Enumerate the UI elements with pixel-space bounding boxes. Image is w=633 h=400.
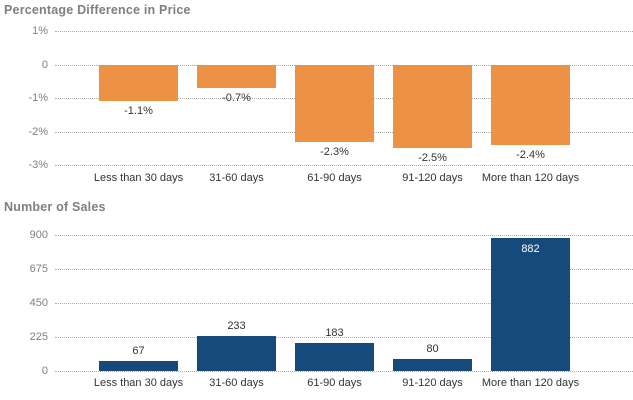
bar-61-90-days[interactable] <box>295 343 374 371</box>
y-tick-label: 1% <box>32 25 48 37</box>
bar-91-120-days[interactable] <box>393 64 472 149</box>
gridline <box>55 337 633 338</box>
bar-less-than-30-days[interactable] <box>99 64 178 102</box>
gridline <box>55 235 633 236</box>
bar-31-60-days[interactable] <box>197 335 276 371</box>
x-axis-label: 31-60 days <box>209 377 264 389</box>
x-axis-label: 91-120 days <box>402 172 463 184</box>
y-tick-label: 225 <box>29 331 48 343</box>
x-axis-label: 91-120 days <box>402 377 463 389</box>
bar-less-than-30-days[interactable] <box>99 360 178 371</box>
x-axis-label: More than 120 days <box>481 377 580 389</box>
y-tick-label: -3% <box>28 159 48 171</box>
x-axis-label: 61-90 days <box>307 377 362 389</box>
bar-more-than-120-days[interactable] <box>491 237 570 371</box>
gridline <box>55 269 633 270</box>
bar-value-label: -2.4% <box>516 148 545 161</box>
gridline <box>55 371 633 372</box>
bar-value-label: 67 <box>132 344 145 357</box>
bar-value-label: -2.3% <box>320 145 349 158</box>
price-chart-title: Percentage Difference in Price <box>4 3 191 17</box>
y-tick-label: -2% <box>28 125 48 138</box>
bar-value-label: -0.7% <box>222 91 251 104</box>
sales-chart-title: Number of Sales <box>4 200 106 214</box>
x-axis-label: 31-60 days <box>209 172 264 184</box>
x-axis-label: More than 120 days <box>481 172 580 184</box>
x-axis-label: 61-90 days <box>307 172 362 184</box>
bar-91-120-days[interactable] <box>393 358 472 371</box>
y-tick-label: 675 <box>29 263 48 275</box>
gridline <box>55 31 633 32</box>
y-tick-label: 0 <box>41 365 48 377</box>
bar-31-60-days[interactable] <box>197 64 276 88</box>
y-tick-label: 0 <box>41 58 48 71</box>
bar-61-90-days[interactable] <box>295 64 374 142</box>
x-axis-label: Less than 30 days <box>93 377 184 389</box>
bar-value-label: 882 <box>521 242 540 255</box>
gridline <box>55 303 633 304</box>
bar-value-label: -1.1% <box>124 105 153 118</box>
y-tick-label: 900 <box>29 229 48 241</box>
bar-value-label: 80 <box>426 342 439 355</box>
y-tick-label: -1% <box>28 92 48 104</box>
x-axis-label: Less than 30 days <box>93 172 184 184</box>
gridline <box>55 165 633 166</box>
y-tick-label: 450 <box>29 297 48 309</box>
bar-value-label: -2.5% <box>418 152 447 165</box>
bar-more-than-120-days[interactable] <box>491 64 570 145</box>
bar-value-label: 183 <box>325 327 344 340</box>
bar-value-label: 233 <box>227 319 246 332</box>
